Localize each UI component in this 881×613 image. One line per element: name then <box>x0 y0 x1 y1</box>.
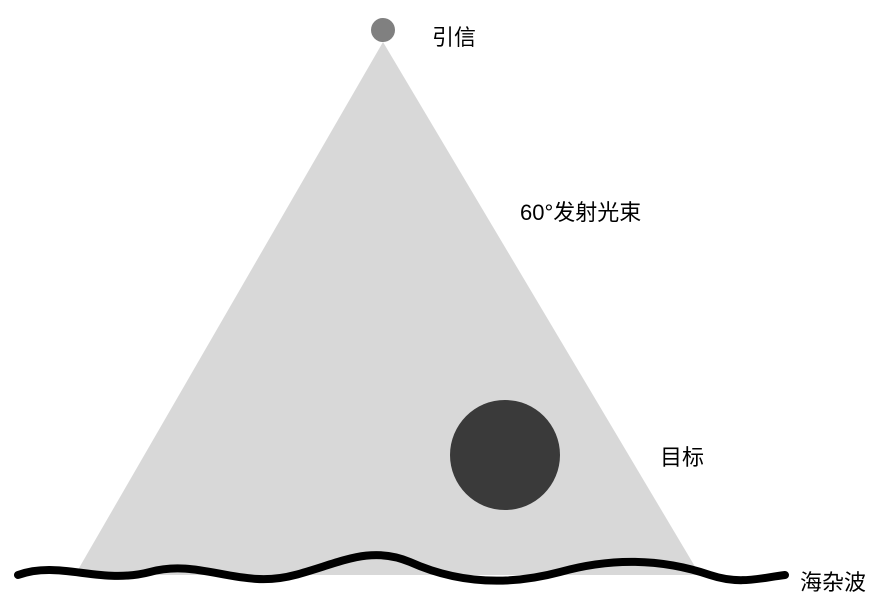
fuze-label: 引信 <box>432 20 476 52</box>
beam-triangle <box>75 42 700 575</box>
sea-clutter-label: 海杂波 <box>800 565 866 597</box>
diagram-canvas <box>0 0 881 613</box>
target-label: 目标 <box>660 440 704 472</box>
fuze-dot <box>371 18 395 42</box>
target-dot <box>450 400 560 510</box>
beam-label: 60°发射光束 <box>520 195 641 227</box>
